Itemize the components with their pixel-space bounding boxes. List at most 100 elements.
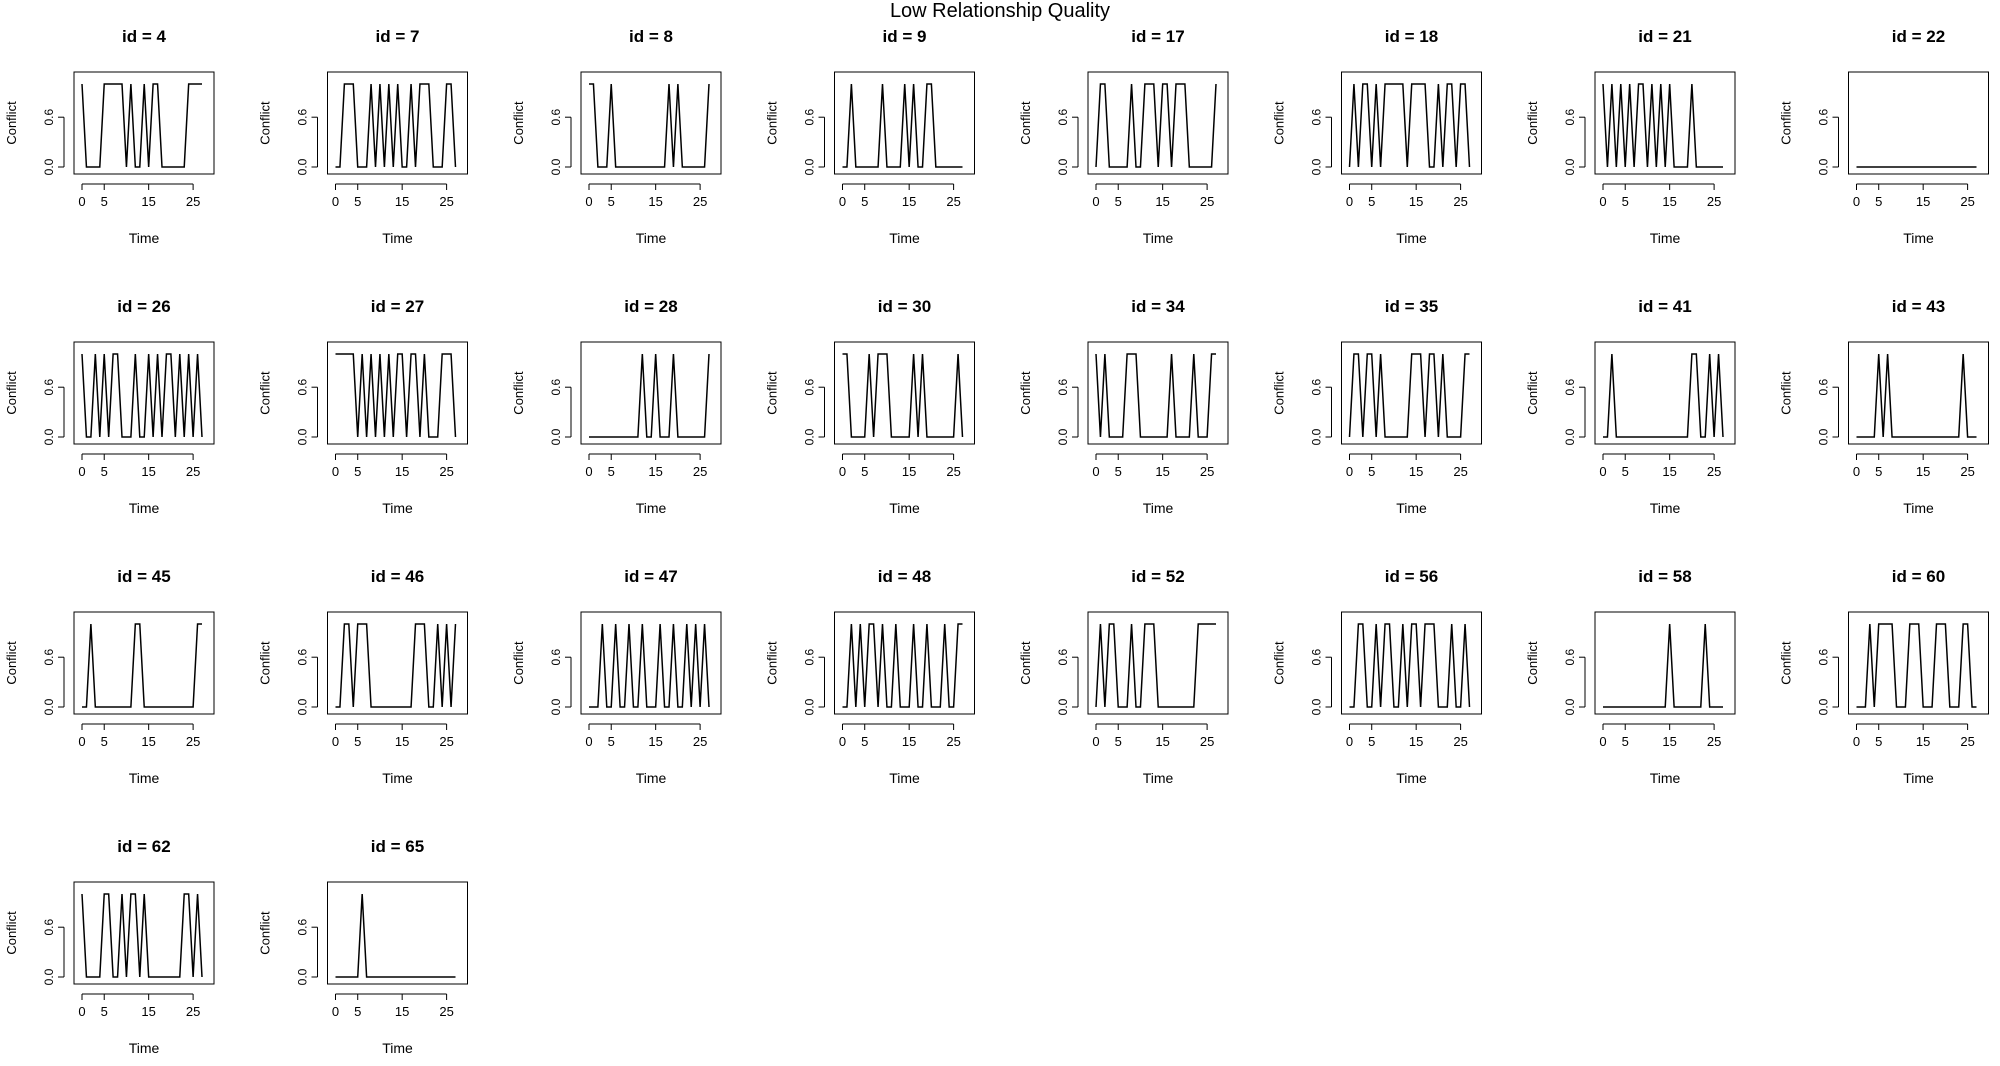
y-axis-label: Conflict [1779,101,1794,145]
x-tick-label: 5 [354,464,361,479]
y-tick-label: 0.0 [42,428,56,445]
panel-title: id = 60 [1892,567,1945,586]
y-tick-label: 0.6 [296,379,310,396]
y-axis-label: Conflict [4,101,19,145]
x-axis-label: Time [1143,230,1174,246]
plot-frame [1087,71,1229,175]
x-tick-label: 25 [186,734,200,749]
x-tick-label: 25 [1200,194,1214,209]
x-axis-label: Time [382,230,413,246]
x-tick-label: 5 [1875,194,1882,209]
y-tick-label: 0.0 [42,698,56,715]
x-tick-label: 0 [332,1004,339,1019]
x-tick-label: 0 [78,464,85,479]
y-tick-label: 0.0 [1056,158,1070,175]
x-axis-label: Time [382,770,413,786]
plot-frame [327,611,468,715]
y-axis-label: Conflict [4,371,19,415]
y-axis-label: Conflict [1018,641,1033,685]
y-tick-label: 0.6 [803,649,817,666]
y-tick-label: 0.6 [803,109,817,126]
y-axis-label: Conflict [258,641,273,685]
x-tick-label: 25 [439,1004,453,1019]
x-tick-label: 0 [78,194,85,209]
plot-frame [1848,341,1989,445]
x-tick-label: 15 [1916,464,1930,479]
x-tick-label: 25 [1707,734,1721,749]
y-axis-label: Conflict [1779,641,1794,685]
x-tick-label: 25 [946,194,960,209]
x-tick-label: 15 [1662,194,1676,209]
x-tick-label: 25 [1960,194,1974,209]
y-axis-label: Conflict [511,101,526,145]
y-tick-label: 0.0 [1310,698,1324,715]
y-axis-label: Conflict [258,101,273,145]
series-line [1602,83,1723,168]
y-tick-label: 0.6 [1056,109,1070,126]
y-tick-label: 0.0 [803,698,817,715]
series-line [1348,83,1471,168]
x-tick-label: 15 [141,1004,155,1019]
x-tick-label: 0 [585,464,592,479]
series-line [335,83,457,168]
y-tick-label: 0.6 [1056,649,1070,666]
series-line [1856,353,1977,438]
y-tick-label: 0.0 [296,968,310,985]
y-axis-label: Conflict [1779,371,1794,415]
y-tick-label: 0.0 [1817,428,1831,445]
x-axis-label: Time [129,1040,160,1056]
plot-frame [327,881,468,985]
x-tick-label: 0 [332,734,339,749]
x-tick-label: 5 [101,734,108,749]
x-tick-label: 15 [648,194,662,209]
x-axis-label: Time [1143,770,1174,786]
y-axis-label: Conflict [1525,101,1540,145]
x-tick-label: 15 [902,194,916,209]
x-tick-label: 5 [101,1004,108,1019]
series-line [81,893,203,978]
x-tick-label: 15 [395,194,409,209]
x-tick-label: 0 [78,1004,85,1019]
x-tick-label: 15 [1662,734,1676,749]
x-tick-label: 5 [1875,464,1882,479]
y-axis-label: Conflict [258,371,273,415]
y-axis-label: Conflict [765,371,780,415]
series-line [82,623,202,708]
x-tick-label: 15 [141,734,155,749]
y-tick-label: 0.0 [296,158,310,175]
y-tick-label: 0.6 [1563,649,1577,666]
panel-title: id = 47 [624,567,677,586]
series-line [589,623,710,708]
y-tick-label: 0.6 [1310,109,1324,126]
series-line [1095,353,1216,438]
series-line [335,893,456,978]
y-tick-label: 0.6 [296,919,310,936]
x-tick-label: 15 [902,464,916,479]
x-tick-label: 15 [1155,194,1169,209]
x-tick-label: 0 [1092,464,1099,479]
y-tick-label: 0.6 [1817,649,1831,666]
x-tick-label: 25 [1200,464,1214,479]
y-tick-label: 0.6 [1817,379,1831,396]
x-tick-label: 25 [1960,464,1974,479]
plot-frame [580,341,722,445]
x-tick-label: 25 [693,194,707,209]
plot-frame [1341,341,1482,445]
series-line [1095,623,1216,708]
x-tick-label: 25 [1960,734,1974,749]
y-axis-label: Conflict [1525,641,1540,685]
y-tick-label: 0.0 [549,158,563,175]
x-tick-label: 15 [1916,194,1930,209]
x-tick-label: 5 [1368,734,1375,749]
x-tick-label: 15 [902,734,916,749]
x-tick-label: 5 [861,194,868,209]
x-axis-label: Time [636,770,667,786]
panel-title: id = 52 [1131,567,1184,586]
x-tick-label: 25 [946,464,960,479]
panel-title: id = 30 [878,297,931,316]
x-tick-label: 15 [395,1004,409,1019]
y-tick-label: 0.6 [42,649,56,666]
x-axis-label: Time [1396,500,1427,516]
y-tick-label: 0.0 [296,698,310,715]
y-axis-label: Conflict [4,911,19,955]
